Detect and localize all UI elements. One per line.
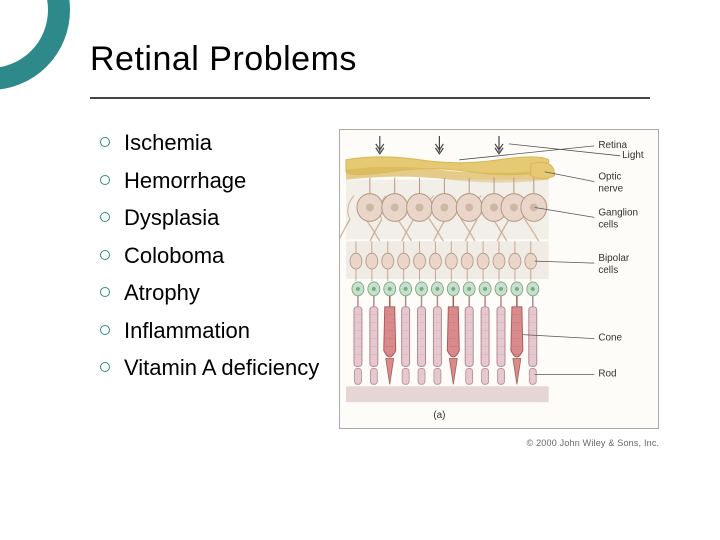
bullet-marker-icon (100, 287, 110, 297)
diagram-caption: © 2000 John Wiley & Sons, Inc. (339, 438, 659, 448)
retina-cross-section-diagram: (a)RetinaLightOpticnerveGanglioncellsBip… (339, 129, 659, 429)
page-title: Retinal Problems (90, 40, 680, 79)
bullet-marker-icon (100, 175, 110, 185)
bullet-text: Atrophy (124, 279, 200, 307)
svg-text:Rod: Rod (599, 368, 617, 379)
bullet-text: Ischemia (124, 129, 212, 157)
list-item: Coloboma (100, 242, 319, 270)
svg-text:Optic: Optic (599, 172, 622, 183)
svg-text:Light: Light (622, 150, 644, 161)
bullet-list: Ischemia Hemorrhage Dysplasia Coloboma Atrop… (90, 129, 319, 448)
bullet-text: Dysplasia (124, 204, 219, 232)
svg-text:cells: cells (599, 219, 619, 230)
bullet-marker-icon (100, 325, 110, 335)
list-item: Hemorrhage (100, 167, 319, 195)
svg-text:(a): (a) (434, 410, 446, 421)
main-row: Ischemia Hemorrhage Dysplasia Coloboma Atrop… (90, 129, 680, 448)
bullet-text: Coloboma (124, 242, 224, 270)
diagram-wrap: (a)RetinaLightOpticnerveGanglioncellsBip… (339, 129, 659, 448)
list-item: Inflammation (100, 317, 319, 345)
svg-text:nerve: nerve (599, 184, 624, 195)
svg-text:Cone: Cone (599, 333, 623, 344)
title-underline (90, 97, 650, 99)
list-item: Vitamin A deficiency (100, 354, 319, 382)
bullet-text: Vitamin A deficiency (124, 354, 319, 382)
svg-text:Ganglion: Ganglion (599, 207, 639, 218)
svg-text:cells: cells (599, 265, 619, 276)
list-item: Dysplasia (100, 204, 319, 232)
bullet-marker-icon (100, 137, 110, 147)
list-item: Atrophy (100, 279, 319, 307)
bullet-marker-icon (100, 212, 110, 222)
bullet-marker-icon (100, 362, 110, 372)
svg-text:Bipolar: Bipolar (599, 253, 631, 264)
bullet-text: Inflammation (124, 317, 250, 345)
list-item: Ischemia (100, 129, 319, 157)
bullet-marker-icon (100, 250, 110, 260)
slide-content: Retinal Problems Ischemia Hemorrhage Dyspl… (0, 0, 720, 468)
bullet-text: Hemorrhage (124, 167, 246, 195)
